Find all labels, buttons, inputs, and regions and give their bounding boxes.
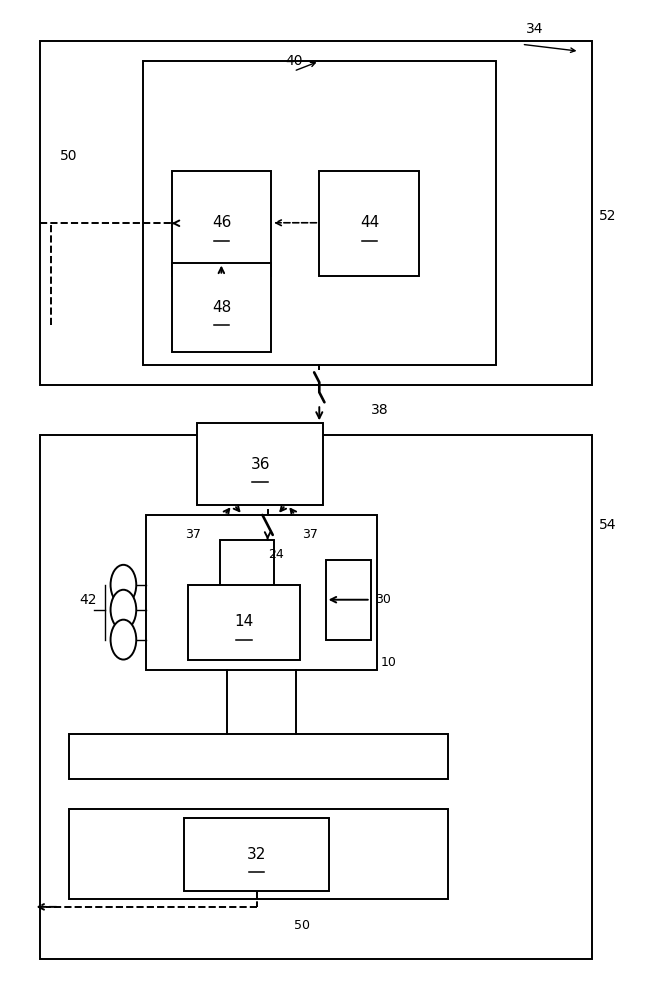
- Bar: [188, 585, 300, 660]
- Bar: [172, 263, 271, 352]
- Bar: [326, 560, 371, 640]
- Text: 40: 40: [285, 54, 303, 68]
- Text: 36: 36: [250, 457, 270, 472]
- Text: 14: 14: [235, 614, 253, 629]
- Circle shape: [110, 590, 136, 630]
- Text: 48: 48: [212, 300, 232, 315]
- Bar: [220, 540, 274, 600]
- Circle shape: [110, 565, 136, 605]
- Text: 54: 54: [599, 518, 616, 532]
- Bar: [172, 171, 271, 276]
- Text: 42: 42: [79, 593, 97, 607]
- Text: 24: 24: [268, 548, 284, 561]
- Bar: [197, 423, 322, 505]
- Bar: [184, 818, 329, 891]
- Text: 46: 46: [212, 215, 232, 230]
- Text: 34: 34: [526, 22, 543, 36]
- Bar: [40, 435, 592, 959]
- Text: 50: 50: [60, 149, 77, 163]
- Bar: [146, 515, 377, 670]
- Bar: [69, 809, 448, 899]
- Text: 44: 44: [360, 215, 379, 230]
- Bar: [319, 171, 419, 276]
- Text: 32: 32: [246, 847, 266, 862]
- Text: 52: 52: [599, 209, 616, 223]
- Bar: [69, 734, 448, 779]
- Text: 37: 37: [184, 528, 201, 541]
- Text: 10: 10: [381, 656, 396, 669]
- Bar: [143, 61, 496, 365]
- Text: 30: 30: [375, 593, 391, 606]
- Bar: [40, 41, 592, 385]
- Text: 38: 38: [371, 403, 388, 417]
- Text: 37: 37: [302, 528, 318, 541]
- Text: 50: 50: [293, 919, 310, 932]
- Circle shape: [110, 620, 136, 660]
